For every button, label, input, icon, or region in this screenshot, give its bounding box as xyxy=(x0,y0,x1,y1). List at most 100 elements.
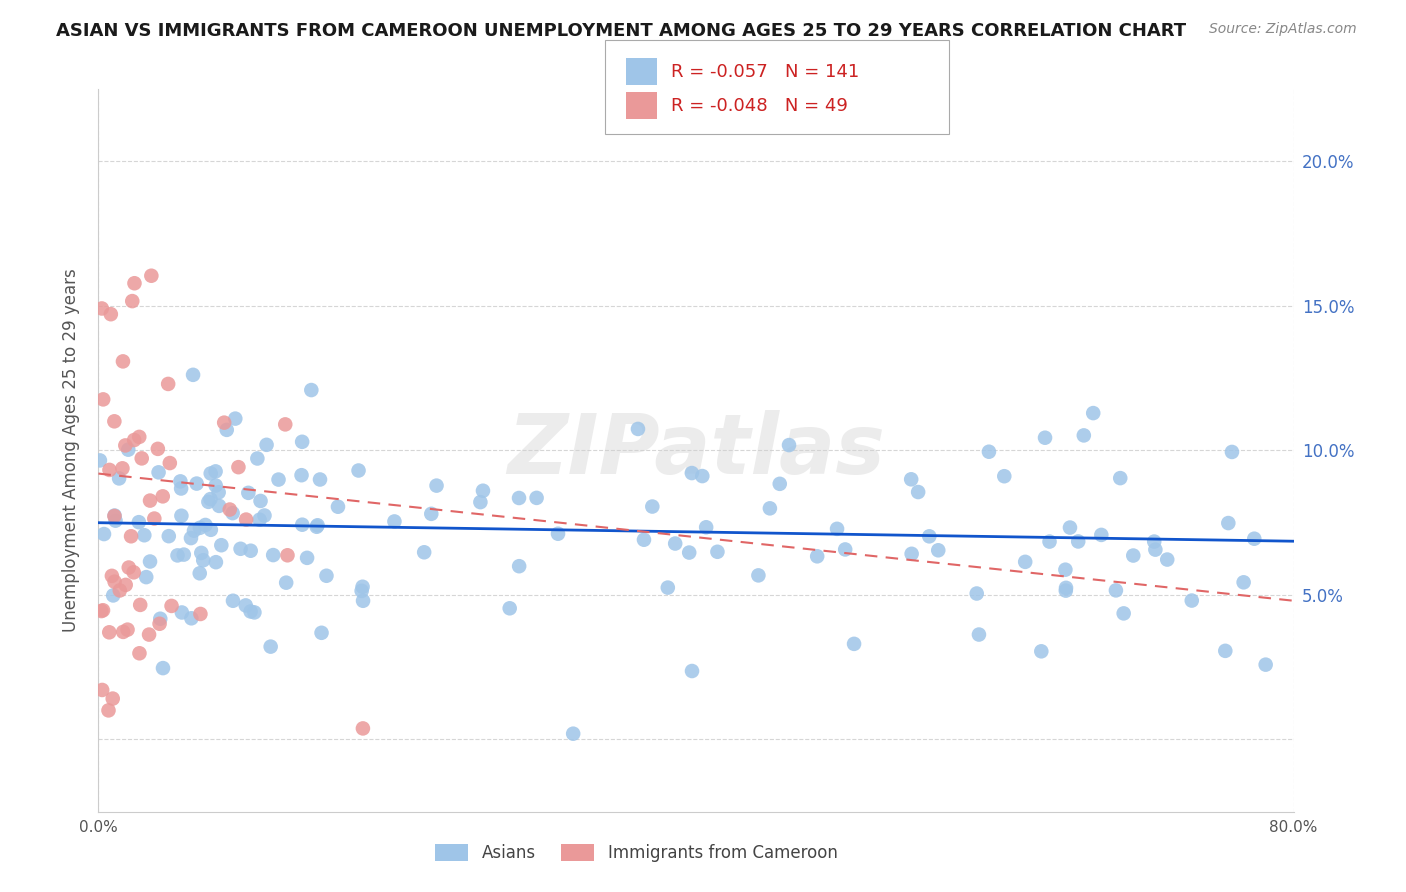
Point xyxy=(299,383,322,397)
Point xyxy=(103,414,125,428)
Point xyxy=(526,491,548,505)
Point xyxy=(276,549,298,563)
Point xyxy=(204,478,226,492)
Point xyxy=(291,434,314,449)
Point xyxy=(290,468,312,483)
Point xyxy=(180,531,202,545)
Point xyxy=(249,494,271,508)
Point xyxy=(274,417,297,432)
Point xyxy=(152,661,174,675)
Point xyxy=(267,473,290,487)
Point xyxy=(157,529,180,543)
Point xyxy=(1033,431,1056,445)
Point xyxy=(747,568,769,582)
Point xyxy=(1059,520,1081,534)
Point xyxy=(197,495,219,509)
Point xyxy=(907,485,929,500)
Point xyxy=(160,599,183,613)
Point xyxy=(470,495,492,509)
Point xyxy=(1105,583,1128,598)
Point xyxy=(977,444,1000,458)
Point xyxy=(243,606,266,620)
Point xyxy=(352,594,374,608)
Point xyxy=(188,566,211,581)
Point xyxy=(235,512,257,526)
Point xyxy=(135,570,157,584)
Point xyxy=(1220,445,1243,459)
Point xyxy=(229,541,252,556)
Point xyxy=(472,483,495,498)
Point xyxy=(111,461,134,475)
Point xyxy=(194,518,217,533)
Point xyxy=(124,277,146,291)
Point xyxy=(170,606,193,620)
Point xyxy=(186,476,208,491)
Point xyxy=(222,594,245,608)
Point xyxy=(825,522,848,536)
Point xyxy=(311,625,333,640)
Point xyxy=(114,578,136,592)
Point xyxy=(681,466,703,480)
Point xyxy=(276,575,298,590)
Point xyxy=(188,521,211,535)
Point xyxy=(101,569,124,583)
Point xyxy=(633,533,655,547)
Point xyxy=(350,583,373,598)
Point xyxy=(681,664,703,678)
Point xyxy=(131,451,153,466)
Point xyxy=(149,612,172,626)
Point xyxy=(547,526,569,541)
Point xyxy=(122,566,145,580)
Point xyxy=(307,518,329,533)
Point xyxy=(141,268,163,283)
Point xyxy=(1014,555,1036,569)
Point xyxy=(221,506,243,520)
Point xyxy=(166,549,188,563)
Point xyxy=(117,623,139,637)
Point xyxy=(1122,549,1144,563)
Point xyxy=(218,502,240,516)
Text: R = -0.048   N = 49: R = -0.048 N = 49 xyxy=(671,96,848,114)
Point xyxy=(1112,607,1135,621)
Point xyxy=(181,368,204,382)
Point xyxy=(104,514,127,528)
Point xyxy=(103,509,125,524)
Point xyxy=(499,601,522,615)
Point xyxy=(97,703,120,717)
Point xyxy=(128,515,150,529)
Point xyxy=(128,430,150,444)
Point xyxy=(253,508,276,523)
Point xyxy=(1054,581,1077,595)
Point xyxy=(1181,593,1204,607)
Point xyxy=(295,550,318,565)
Point xyxy=(204,464,226,478)
Y-axis label: Unemployment Among Ages 25 to 29 years: Unemployment Among Ages 25 to 29 years xyxy=(62,268,80,632)
Point xyxy=(208,485,231,500)
Point xyxy=(1144,542,1167,557)
Point xyxy=(157,376,180,391)
Point xyxy=(108,471,131,485)
Point xyxy=(1083,406,1105,420)
Point xyxy=(224,411,246,425)
Point xyxy=(256,438,278,452)
Point xyxy=(1109,471,1132,485)
Point xyxy=(138,627,160,641)
Point xyxy=(1054,563,1077,577)
Point xyxy=(91,603,114,617)
Point xyxy=(208,499,231,513)
Point xyxy=(173,548,195,562)
Point xyxy=(118,560,141,574)
Point xyxy=(146,442,169,456)
Legend: Asians, Immigrants from Cameroon: Asians, Immigrants from Cameroon xyxy=(429,837,844,869)
Point xyxy=(111,354,134,368)
Point xyxy=(104,574,127,589)
Point xyxy=(1090,528,1112,542)
Point xyxy=(347,463,370,477)
Point xyxy=(190,546,212,560)
Point xyxy=(1213,644,1236,658)
Point xyxy=(627,422,650,436)
Point xyxy=(692,469,714,483)
Point xyxy=(246,451,269,466)
Point xyxy=(112,624,135,639)
Point xyxy=(215,423,238,437)
